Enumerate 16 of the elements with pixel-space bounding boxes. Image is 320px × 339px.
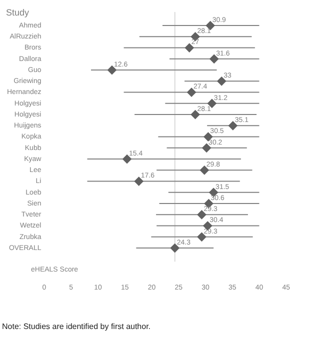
point	[217, 76, 226, 86]
point	[184, 43, 194, 52]
point	[197, 232, 206, 242]
text: Note: Studies are identified by first author.	[1, 322, 152, 331]
point	[187, 88, 196, 97]
point	[228, 121, 238, 130]
point	[122, 154, 132, 164]
point	[107, 66, 116, 75]
point	[200, 166, 209, 175]
point	[134, 176, 144, 186]
y-axis-title: Study	[6, 7, 30, 18]
point	[190, 110, 200, 120]
point	[202, 143, 212, 152]
point	[210, 54, 219, 64]
point	[197, 210, 206, 220]
point	[170, 244, 180, 253]
